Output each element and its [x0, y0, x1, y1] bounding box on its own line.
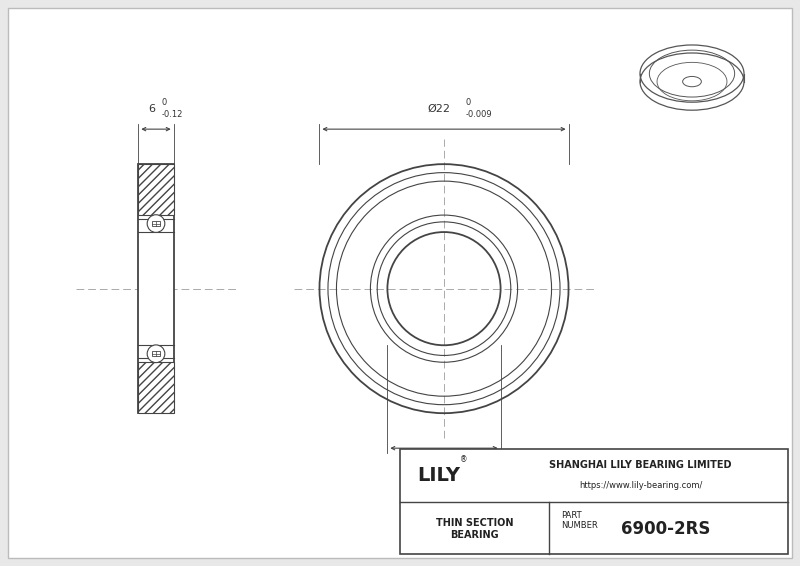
Bar — [152, 221, 160, 226]
Text: SHANGHAI LILY BEARING LIMITED: SHANGHAI LILY BEARING LIMITED — [550, 460, 732, 470]
Text: -0.009: -0.009 — [466, 110, 493, 119]
Text: Ø10: Ø10 — [428, 460, 450, 470]
Text: -0.12: -0.12 — [162, 110, 183, 119]
Text: ®: ® — [460, 454, 468, 464]
Text: Ø22: Ø22 — [427, 104, 450, 114]
Bar — [400, 449, 788, 554]
Bar — [138, 164, 174, 215]
Text: LILY: LILY — [418, 466, 460, 484]
Text: THIN SECTION
BEARING: THIN SECTION BEARING — [436, 518, 514, 539]
Circle shape — [147, 345, 165, 363]
Text: 6: 6 — [149, 104, 155, 114]
Circle shape — [147, 215, 165, 233]
Bar — [152, 351, 160, 357]
Text: https://www.lily-bearing.com/: https://www.lily-bearing.com/ — [579, 481, 702, 490]
Text: 0: 0 — [466, 98, 471, 107]
Text: 6900-2RS: 6900-2RS — [622, 520, 710, 538]
Text: PART
NUMBER: PART NUMBER — [562, 511, 598, 530]
Bar — [138, 164, 174, 413]
Text: 0: 0 — [162, 98, 167, 107]
Text: -0.008: -0.008 — [462, 465, 489, 474]
Bar — [138, 362, 174, 413]
Text: 0: 0 — [462, 453, 467, 462]
